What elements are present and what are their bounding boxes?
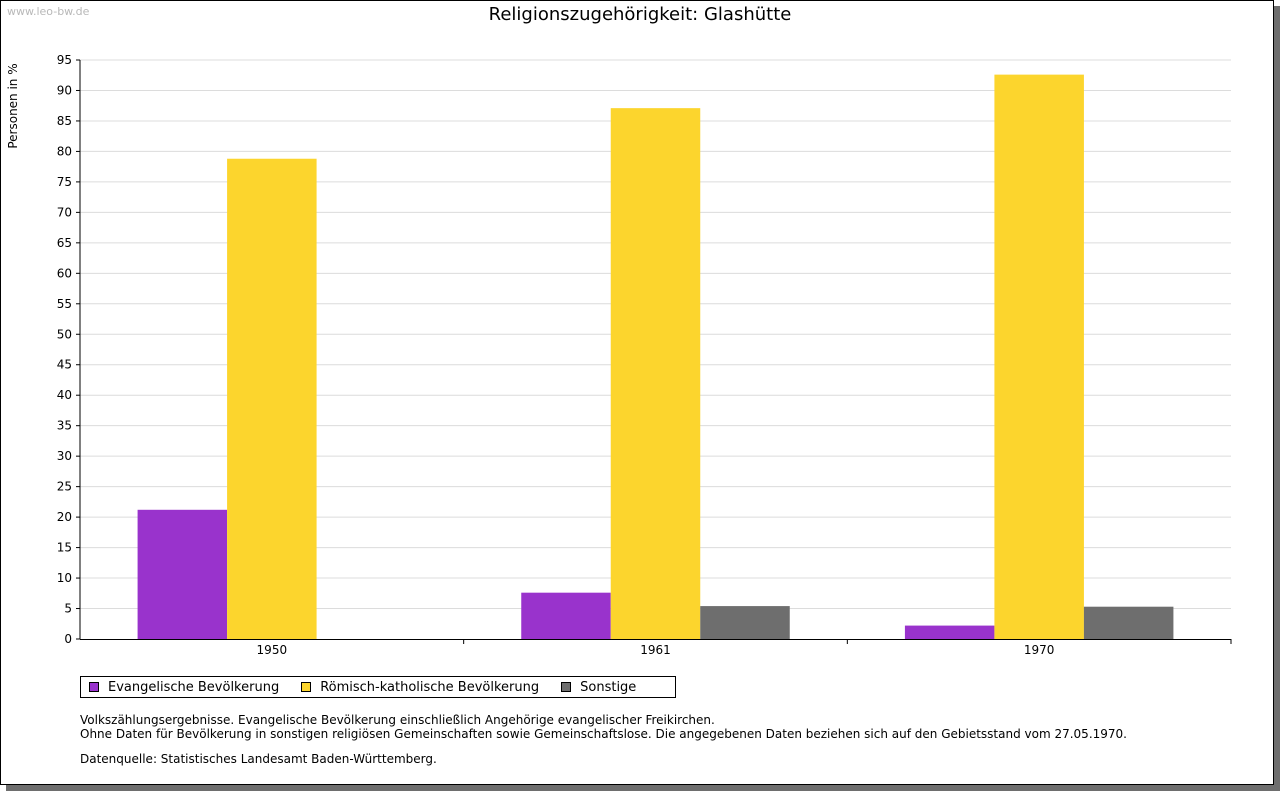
bar: [227, 158, 317, 639]
bar: [1083, 606, 1174, 639]
y-tick-label: 90: [57, 83, 72, 97]
footnotes: Volkszählungsergebnisse. Evangelische Be…: [80, 713, 1127, 741]
y-tick-label: 25: [57, 480, 72, 494]
bar: [137, 509, 228, 639]
legend-label: Römisch-katholische Bevölkerung: [320, 679, 540, 695]
chart-title: Religionszugehörigkeit: Glashütte: [488, 4, 792, 25]
data-source: Datenquelle: Statistisches Landesamt Bad…: [80, 752, 437, 766]
bar: [610, 108, 701, 639]
bar: [521, 592, 611, 639]
watermark: www.leo-bw.de: [7, 5, 90, 18]
legend-item: Sonstige: [561, 680, 636, 695]
legend-swatch: [301, 682, 312, 692]
y-tick-label: 85: [57, 114, 72, 128]
y-tick-label: 40: [57, 388, 72, 402]
y-tick-label: 75: [57, 175, 72, 189]
y-tick-label: 65: [57, 236, 72, 250]
bar-chart: 0 5 10 15 20 25 30 35 40 45 50 55 60 65 70 75 80 85 90 95 19…: [57, 53, 1232, 657]
y-tick-label: 80: [57, 144, 72, 158]
y-tick-label: 10: [57, 571, 72, 585]
y-tick-label: 45: [57, 358, 72, 372]
y-tick-label: 30: [57, 449, 72, 463]
y-tick-label: 95: [57, 53, 72, 67]
x-tick-label: 1961: [640, 643, 671, 657]
legend-label: Evangelische Bevölkerung: [108, 679, 280, 695]
legend-label: Sonstige: [580, 679, 637, 695]
bar: [994, 74, 1084, 639]
footnote-line-2: Ohne Daten für Bevölkerung in sonstigen …: [80, 727, 1127, 741]
x-tick-label: 1950: [257, 643, 288, 657]
legend-swatch: [89, 682, 99, 692]
legend-item: Römisch-katholische Bevölkerung: [301, 680, 539, 695]
y-tick-label: 60: [57, 266, 72, 280]
y-tick-label: 20: [57, 510, 72, 524]
bar: [904, 625, 995, 639]
bar: [700, 606, 790, 639]
legend-item: Evangelische Bevölkerung: [89, 680, 279, 695]
legend: Evangelische Bevölkerung Römisch-katholis…: [80, 676, 676, 698]
y-tick-label: 50: [57, 327, 72, 341]
y-tick-label: 70: [57, 205, 72, 219]
legend-swatch: [561, 682, 572, 692]
y-tick-label: 55: [57, 297, 72, 311]
footnote-line-1: Volkszählungsergebnisse. Evangelische Be…: [80, 713, 715, 727]
y-tick-label: 35: [57, 419, 72, 433]
x-tick-label: 1970: [1024, 643, 1055, 657]
y-tick-label: 15: [57, 541, 72, 555]
y-tick-label: 5: [64, 602, 72, 616]
y-tick-label: 0: [64, 632, 72, 646]
